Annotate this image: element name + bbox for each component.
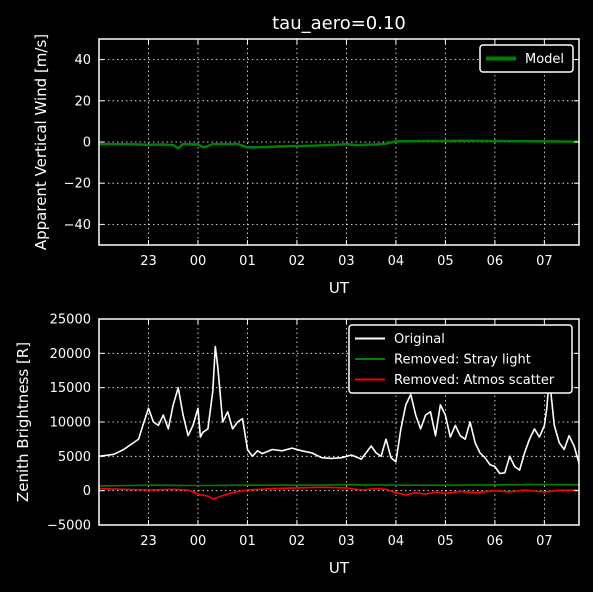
x-tick-label: 05 bbox=[437, 254, 454, 269]
y-axis-label: Apparent Vertical Wind [m/s] bbox=[32, 34, 50, 250]
x-tick-label: 04 bbox=[388, 534, 405, 549]
y-tick-label: 40 bbox=[74, 53, 91, 68]
legend-box bbox=[348, 324, 573, 394]
x-axis-label: UT bbox=[329, 559, 350, 577]
series-line-0 bbox=[99, 345, 579, 475]
x-tick-label: 23 bbox=[140, 534, 157, 549]
y-tick-label: −40 bbox=[64, 218, 91, 233]
y-tick-label: −20 bbox=[64, 177, 91, 192]
x-ticks: 23 00 01 02 03 04 05 06 07 bbox=[140, 319, 553, 549]
x-tick-label: 02 bbox=[289, 254, 306, 269]
y-tick-label: 15000 bbox=[50, 381, 91, 396]
x-tick-label: 00 bbox=[190, 254, 207, 269]
legend-box bbox=[479, 44, 574, 73]
y-tick-label: 0 bbox=[83, 136, 91, 151]
y-tick-label: 20 bbox=[74, 94, 91, 109]
vertical-wind-panel: tau_aero=0.10 23 00 01 02 03 04 05 06 07 40 20 0 −2… bbox=[32, 13, 580, 297]
series-lines bbox=[99, 139, 579, 150]
y-axis-label: Zenith Brightness [R] bbox=[14, 342, 32, 502]
x-tick-label: 03 bbox=[338, 534, 355, 549]
x-tick-label: 00 bbox=[190, 534, 207, 549]
panel-title: tau_aero=0.10 bbox=[272, 13, 406, 34]
x-axis-label: UT bbox=[329, 279, 350, 297]
y-tick-label: 20000 bbox=[50, 347, 91, 362]
legend-label: Model bbox=[525, 52, 564, 67]
x-tick-label: 06 bbox=[487, 254, 504, 269]
x-tick-label: 07 bbox=[536, 534, 553, 549]
series-lines bbox=[99, 345, 579, 500]
x-tick-label: 05 bbox=[437, 534, 454, 549]
y-tick-label: 25000 bbox=[50, 313, 91, 328]
x-ticks: 23 00 01 02 03 04 05 06 07 bbox=[140, 39, 553, 269]
x-tick-label: 04 bbox=[388, 254, 405, 269]
series-line-0 bbox=[99, 139, 579, 150]
y-tick-label: −5000 bbox=[47, 519, 91, 534]
y-ticks: 40 20 0 −20 −40 bbox=[64, 53, 579, 233]
y-tick-label: 5000 bbox=[58, 450, 91, 465]
x-tick-label: 01 bbox=[239, 254, 256, 269]
legend-label: Removed: Atmos scatter bbox=[394, 373, 555, 388]
y-ticks: 25000 20000 15000 10000 5000 0 −5000 bbox=[47, 313, 579, 534]
grid-lines bbox=[99, 39, 579, 245]
series-line-1 bbox=[99, 483, 579, 487]
x-tick-label: 23 bbox=[140, 254, 157, 269]
legend-label: Original bbox=[394, 332, 445, 347]
x-tick-label: 03 bbox=[338, 254, 355, 269]
zenith-brightness-panel: 23 00 01 02 03 04 05 06 07 25000 20000 15000 10000 5… bbox=[14, 313, 580, 577]
legend: Original Removed: Stray light Removed: Atm… bbox=[348, 324, 573, 394]
y-tick-label: 0 bbox=[83, 484, 91, 499]
x-tick-label: 07 bbox=[536, 254, 553, 269]
x-tick-label: 01 bbox=[239, 534, 256, 549]
x-tick-label: 06 bbox=[487, 534, 504, 549]
x-tick-label: 02 bbox=[289, 534, 306, 549]
legend-label: Removed: Stray light bbox=[394, 353, 531, 368]
y-tick-label: 10000 bbox=[50, 416, 91, 431]
legend: Model bbox=[479, 44, 574, 73]
series-line-2 bbox=[99, 486, 579, 500]
